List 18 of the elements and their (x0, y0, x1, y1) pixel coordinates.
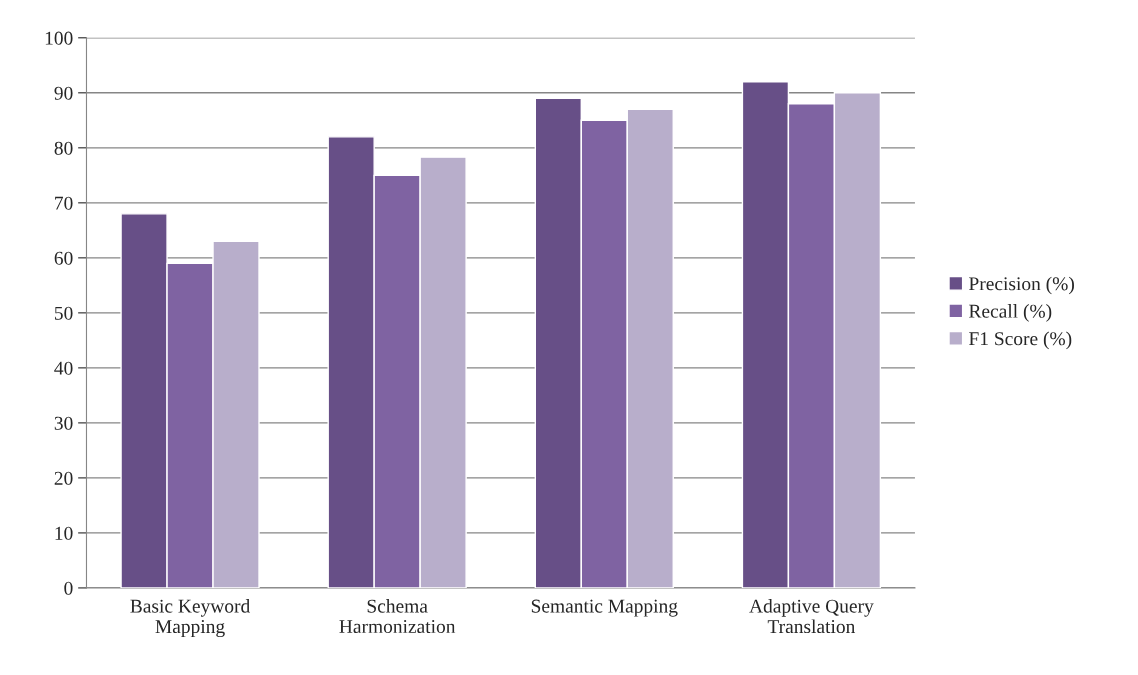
legend-label: F1 Score (%) (969, 331, 1072, 350)
x-tick-label: Adaptive Query Translation (749, 599, 874, 634)
y-tick-label: 30 (54, 416, 73, 430)
y-tick-label: 60 (54, 251, 73, 265)
y-tick-label: 10 (55, 526, 73, 540)
x-tick-label: Basic Keyword Mapping (130, 599, 251, 638)
y-tick-label: 70 (55, 196, 73, 210)
x-tick-label: Schema Harmonization (339, 599, 456, 634)
y-tick-label: 100 (45, 31, 73, 45)
y-tick-label: 50 (54, 306, 73, 320)
y-tick-label: 80 (54, 141, 73, 155)
y-tick-label: 20 (54, 471, 73, 485)
y-tick-label: 0 (64, 581, 73, 595)
y-tick-label: 40 (54, 361, 73, 375)
x-tick-label: Semantic Mapping (531, 599, 678, 617)
legend-label: Precision (%) (969, 276, 1074, 295)
y-tick-label: 90 (54, 86, 73, 100)
legend-label: Recall (%) (969, 304, 1052, 322)
